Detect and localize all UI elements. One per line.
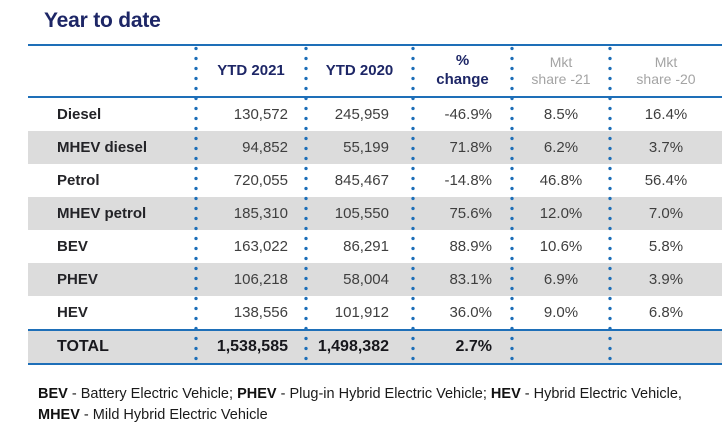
column-separator [194,46,198,363]
footnote-line-1: BEV - Battery Electric Vehicle; PHEV - P… [38,384,708,405]
cell-ytd-2021: 106,218 [233,271,288,288]
cell-mkt-share-20: 7.0% [648,205,684,222]
header-mkt-share-20: Mkt share -20 [636,53,696,88]
table-row-bev: BEV 163,022 86,291 88.9% 10.6% 5.8% [28,230,722,263]
cell-ytd-2020: 101,912 [334,304,389,321]
footnote-text: - Battery Electric Vehicle; [67,386,238,402]
footnote-abbr: MHEV [38,407,80,423]
cell-mkt-share-21: 10.6% [539,238,583,255]
cell-ytd-2020: 105,550 [334,205,389,222]
cell-ytd-2021: 163,022 [233,238,288,255]
cell-pct-change: 71.8% [449,139,492,156]
cell-ytd-2020: 245,959 [334,106,389,123]
row-label: PHEV [57,271,98,288]
row-label: MHEV petrol [57,205,147,222]
cell-mkt-share-21: 12.0% [539,205,583,222]
row-label: BEV [57,238,88,255]
cell-ytd-2020: 845,467 [334,172,389,189]
cell-ytd-2020: 55,199 [343,139,389,156]
row-label: HEV [57,304,88,321]
cell-pct-change: 36.0% [449,304,492,321]
cell-pct-change: 2.7% [455,338,492,355]
header-mkt-share-21: Mkt share -21 [531,53,591,88]
table-row-mhev-petrol: MHEV petrol 185,310 105,550 75.6% 12.0% … [28,197,722,230]
cell-pct-change: 88.9% [449,238,492,255]
table-row-mhev-diesel: MHEV diesel 94,852 55,199 71.8% 6.2% 3.7… [28,131,722,164]
table-row-phev: PHEV 106,218 58,004 83.1% 6.9% 3.9% [28,263,722,296]
table-row-hev: HEV 138,556 101,912 36.0% 9.0% 6.8% [28,296,722,329]
table-row-petrol: Petrol 720,055 845,467 -14.8% 46.8% 56.4… [28,164,722,197]
cell-mkt-share-21: 6.2% [543,139,579,156]
table-border-top [28,44,722,46]
cell-ytd-2021: 1,538,585 [216,338,288,355]
cell-mkt-share-21: 8.5% [543,106,579,123]
table-border-total-top [28,329,722,331]
footnote-abbr: BEV [38,386,68,402]
cell-mkt-share-21: 6.9% [543,271,579,288]
table-header-row: YTD 2021 YTD 2020 % change Mkt share -21… [28,46,722,96]
cell-ytd-2021: 720,055 [233,172,288,189]
table-row-total: TOTAL 1,538,585 1,498,382 2.7% [28,331,722,363]
table-border-header-bottom [28,96,722,98]
row-label: MHEV diesel [57,139,148,156]
cell-pct-change: -14.8% [444,172,492,189]
cell-pct-change: -46.9% [444,106,492,123]
cell-ytd-2021: 94,852 [242,139,288,156]
cell-ytd-2020: 58,004 [343,271,389,288]
cell-mkt-share-20: 16.4% [644,106,688,123]
cell-ytd-2021: 130,572 [233,106,288,123]
cell-mkt-share-20: 3.7% [648,139,684,156]
row-label: Diesel [57,106,102,123]
table-row-diesel: Diesel 130,572 245,959 -46.9% 8.5% 16.4% [28,98,722,131]
cell-ytd-2020: 86,291 [343,238,389,255]
header-pct-change: % change [436,52,489,88]
cell-ytd-2021: 138,556 [233,304,288,321]
row-label: Petrol [57,172,100,189]
cell-mkt-share-21: 46.8% [539,172,583,189]
footnote-abbr: PHEV [237,386,277,402]
cell-mkt-share-20: 5.8% [648,238,684,255]
footnote-abbr: HEV [490,386,521,402]
footnote-text: - Hybrid Electric Vehicle, [520,386,682,402]
footnote-text: - Mild Hybrid Electric Vehicle [79,407,268,423]
row-label: TOTAL [57,338,109,355]
header-ytd-2020: YTD 2020 [325,61,394,79]
cell-mkt-share-20: 56.4% [644,172,688,189]
header-ytd-2021: YTD 2021 [217,61,285,79]
cell-ytd-2020: 1,498,382 [317,338,389,355]
cell-pct-change: 75.6% [449,205,492,222]
column-separator [304,46,308,363]
cell-ytd-2021: 185,310 [233,205,288,222]
column-separator [510,46,514,363]
cell-pct-change: 83.1% [449,271,492,288]
cell-mkt-share-20: 6.8% [648,304,684,321]
footnote-text: - Plug-in Hybrid Electric Vehicle; [276,386,491,402]
column-separator [411,46,415,363]
cell-mkt-share-20: 3.9% [648,271,684,288]
footnote: BEV - Battery Electric Vehicle; PHEV - P… [38,384,708,426]
column-separator [608,46,612,363]
footnote-line-2: MHEV - Mild Hybrid Electric Vehicle [38,405,708,426]
ytd-registrations-table: YTD 2021 YTD 2020 % change Mkt share -21… [28,44,722,365]
table-border-bottom [28,363,722,365]
page-title: Year to date [44,9,161,32]
cell-mkt-share-21: 9.0% [543,304,579,321]
